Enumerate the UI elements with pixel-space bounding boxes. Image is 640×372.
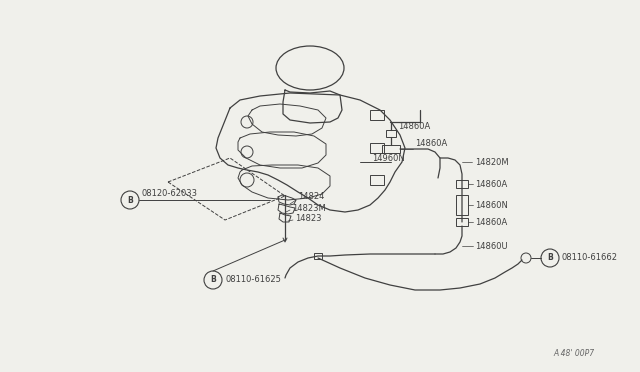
Text: 14860N: 14860N	[475, 201, 508, 209]
Text: 14860A: 14860A	[475, 180, 508, 189]
Text: B: B	[127, 196, 133, 205]
Text: 14860U: 14860U	[475, 241, 508, 250]
Text: 14960N: 14960N	[372, 154, 404, 163]
Text: 14820M: 14820M	[475, 157, 509, 167]
Text: 08120-62033: 08120-62033	[142, 189, 198, 198]
Text: B: B	[547, 253, 553, 263]
Text: 14860A: 14860A	[398, 122, 430, 131]
Text: B: B	[210, 276, 216, 285]
Text: 14860A: 14860A	[475, 218, 508, 227]
Text: A 48' 00P7: A 48' 00P7	[554, 349, 595, 358]
Text: 14823M: 14823M	[292, 203, 326, 212]
Text: 14860A: 14860A	[415, 138, 447, 148]
Text: 08110-61662: 08110-61662	[562, 253, 618, 263]
Text: 14824: 14824	[298, 192, 324, 201]
Text: 08110-61625: 08110-61625	[225, 276, 281, 285]
Text: 14823: 14823	[295, 214, 321, 222]
